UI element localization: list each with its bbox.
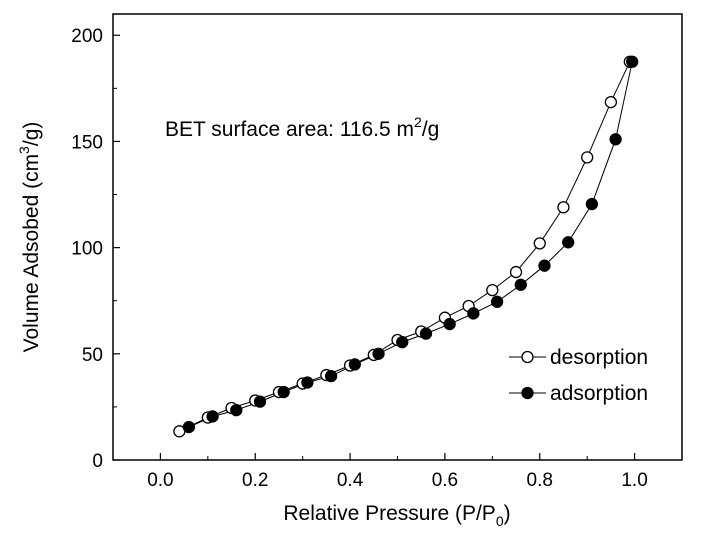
data-point-adsorption xyxy=(419,327,433,340)
data-point-adsorption xyxy=(230,403,243,417)
data-point-desorption xyxy=(509,265,523,279)
x-axis-label: Relative Pressure (P/P0) xyxy=(283,502,510,529)
data-point-adsorption xyxy=(490,295,504,308)
x-tick-label: 0.2 xyxy=(242,470,268,491)
data-point-adsorption xyxy=(514,278,527,291)
data-point-adsorption xyxy=(206,410,219,423)
bet-annotation: BET surface area: 116.5 m2/g xyxy=(165,114,439,141)
data-point-adsorption xyxy=(253,395,267,408)
x-tick-label: 0.4 xyxy=(337,470,364,491)
legend: desorption adsorption xyxy=(509,346,648,405)
data-point-adsorption xyxy=(538,259,551,272)
data-point-adsorption xyxy=(396,335,409,349)
y-tick-label: 150 xyxy=(71,132,103,153)
y-tick-label: 100 xyxy=(71,239,103,260)
plot-frame xyxy=(112,13,683,461)
series-points xyxy=(173,55,639,438)
data-point-adsorption xyxy=(562,236,575,249)
data-point-adsorption xyxy=(324,369,338,383)
legend-marker-desorption xyxy=(521,350,534,364)
data-point-desorption xyxy=(557,201,570,214)
x-tick-label: 1.0 xyxy=(621,470,647,491)
tick-labels: 0.0 0.2 0.4 0.6 0.8 1.0 0 50 100 150 200 xyxy=(71,26,647,491)
data-point-desorption xyxy=(486,283,499,297)
data-point-adsorption xyxy=(609,133,622,146)
data-point-desorption xyxy=(581,151,594,164)
y-tick-label: 50 xyxy=(82,345,103,366)
data-point-desorption xyxy=(604,95,618,109)
data-point-adsorption xyxy=(372,347,385,360)
data-point-adsorption xyxy=(277,385,290,399)
y-tick-label: 200 xyxy=(71,26,103,47)
x-tick-label: 0.0 xyxy=(147,470,173,491)
data-point-desorption xyxy=(533,237,546,250)
data-point-adsorption xyxy=(182,420,196,434)
data-point-adsorption xyxy=(301,376,314,389)
x-tick-label: 0.8 xyxy=(527,470,553,491)
data-point-adsorption xyxy=(467,307,480,320)
data-point-adsorption xyxy=(348,358,361,371)
legend-label-adsorption: adsorption xyxy=(550,382,648,405)
y-axis-label: Volume Adsobed (cm3/g) xyxy=(16,122,43,353)
data-point-adsorption xyxy=(443,317,456,331)
legend-marker-adsorption xyxy=(521,386,534,400)
data-point-adsorption xyxy=(585,197,599,211)
x-tick-label: 0.6 xyxy=(432,470,458,491)
y-tick-label: 0 xyxy=(92,451,103,472)
data-point-adsorption xyxy=(626,55,639,68)
legend-label-desorption: desorption xyxy=(550,346,648,369)
